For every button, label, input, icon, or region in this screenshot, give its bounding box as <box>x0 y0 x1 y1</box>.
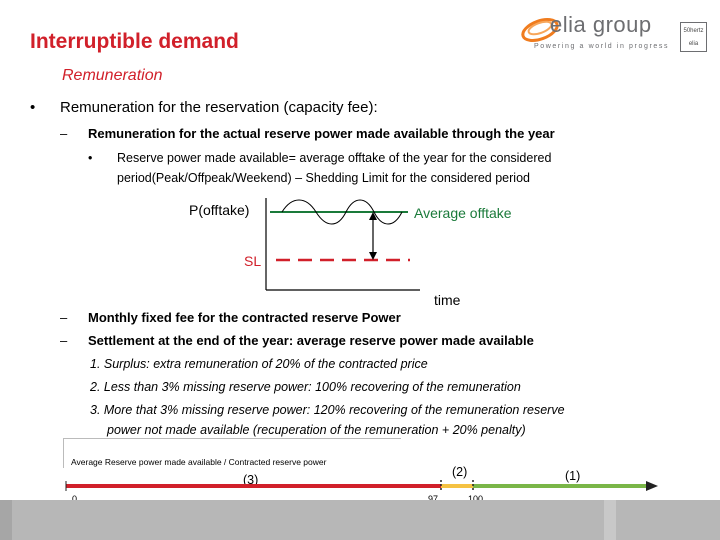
footer-band <box>0 500 720 540</box>
dash-marker: – <box>60 310 68 325</box>
segment-2-label: (2) <box>452 465 468 479</box>
page-subtitle: Remuneration <box>62 67 163 84</box>
arrow-down-icon <box>369 252 377 260</box>
sub-bullet-line-2: period(Peak/Offpeak/Weekend) – Shedding … <box>117 171 530 185</box>
scale-caption-box <box>63 438 401 468</box>
main-bullet-text: Remuneration for the reservation (capaci… <box>60 99 378 116</box>
logo-badge: 50hertz elia <box>680 22 707 52</box>
dash1-text: Remuneration for the actual reserve powe… <box>88 126 555 141</box>
tick-0-label: 0 <box>72 494 78 504</box>
footer-stripe <box>604 500 616 540</box>
segment-3-label: (3) <box>243 473 259 487</box>
sub-bullet-line-1: Reserve power made available= average of… <box>117 151 552 165</box>
dash3-text: Settlement at the end of the year: avera… <box>88 333 534 348</box>
company-logo: elia group Powering a world in progress … <box>520 10 710 54</box>
logo-badge-line-1: 50hertz <box>683 28 704 34</box>
tick-100-label: 100 <box>468 494 484 504</box>
average-offtake-label: Average offtake <box>414 205 512 221</box>
arrow-up-icon <box>369 212 377 220</box>
y-axis-label: P(offtake) <box>189 202 250 218</box>
logo-swirl-icon <box>521 18 559 42</box>
logo-tagline: Powering a world in progress <box>534 43 670 50</box>
sub-bullet-marker: • <box>88 151 93 165</box>
page-title: Interruptible demand <box>30 30 239 53</box>
logo-name: elia group <box>550 12 652 37</box>
sl-label: SL <box>244 253 262 269</box>
dash-marker: – <box>60 126 68 141</box>
numbered-item-1: 1. Surplus: extra remuneration of 20% of… <box>90 357 428 371</box>
logo-badge-line-2: elia <box>688 41 699 47</box>
scale-arrow-icon <box>646 481 658 491</box>
numbered-item-3-cont: power not made available (recuperation o… <box>107 423 526 437</box>
scale-caption: Average Reserve power made available / C… <box>71 457 327 467</box>
footer-stripe <box>0 500 12 540</box>
x-axis-label: time <box>434 292 461 308</box>
bullet-marker: • <box>30 99 36 116</box>
tick-97-label: 97 <box>428 494 439 504</box>
numbered-item-2: 2. Less than 3% missing reserve power: 1… <box>90 380 521 394</box>
offtake-curve <box>281 199 403 225</box>
dash2-text: Monthly fixed fee for the contracted res… <box>88 310 401 325</box>
segment-1-label: (1) <box>565 469 581 483</box>
numbered-item-3: 3. More that 3% missing reserve power: 1… <box>90 403 565 417</box>
dash-marker: – <box>60 333 68 348</box>
